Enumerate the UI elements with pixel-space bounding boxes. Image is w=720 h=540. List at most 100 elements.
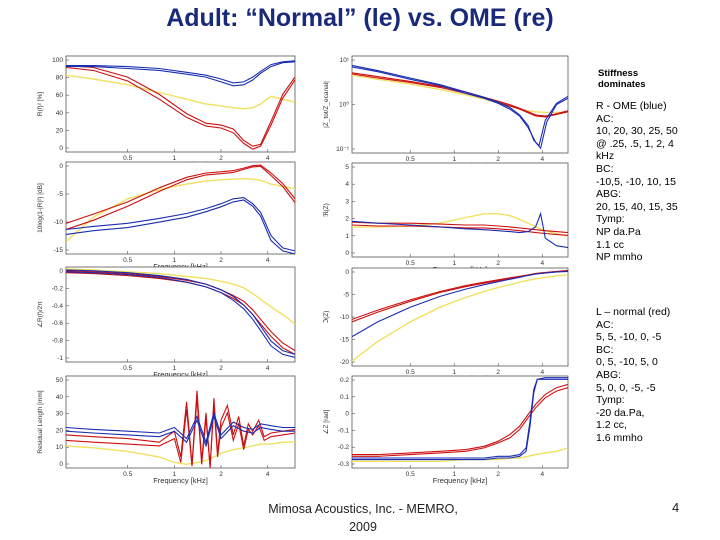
x-tick-label: 2	[219, 257, 223, 264]
series-line-red	[66, 164, 295, 224]
x-tick-label: 0.5	[406, 369, 415, 376]
x-tick-label: 2	[219, 155, 223, 162]
y-tick-label: -15	[54, 247, 64, 254]
x-tick-label: 4	[540, 369, 544, 376]
plot-frame	[351, 162, 569, 258]
note-line: 1.6 mmho	[596, 431, 643, 444]
x-tick-label: 1	[452, 471, 456, 478]
y-tick-label: 10⁻¹	[336, 146, 350, 153]
x-tick-label: 2	[219, 471, 223, 478]
x-tick-label: 2	[496, 369, 500, 376]
y-tick-label: 0	[345, 250, 349, 257]
x-tick-label: 1	[452, 369, 456, 376]
x-tick-label: 2	[496, 260, 500, 267]
normal-notes: L – normal (red) AC: 5, 5, -10, 0, -5 BC: 0,…	[596, 306, 670, 445]
series-line-blue	[66, 60, 295, 84]
x-tick-label: 1	[173, 365, 177, 372]
note-line: NP mmho	[596, 251, 643, 264]
series-line-red	[66, 272, 295, 355]
series-line-red	[66, 65, 295, 147]
x-tick-label: 2	[496, 471, 500, 478]
y-tick-label: -5	[343, 292, 349, 299]
y-tick-label: 40	[56, 394, 64, 401]
page-number: 4	[672, 500, 680, 515]
y-axis-label: ℑ(Z)	[322, 311, 330, 324]
y-axis-label: ∠Z [rad]	[322, 410, 330, 435]
x-axis-label: Frequency [kHz]	[153, 262, 208, 271]
note-line: L – normal (red)	[596, 306, 671, 318]
y-tick-label: 30	[56, 411, 64, 418]
y-tick-label: 3	[345, 198, 349, 205]
y-tick-label: 60	[56, 92, 64, 99]
plot-frame	[351, 375, 569, 469]
stiffness-annotation: Stiffness dominates	[598, 68, 646, 90]
series-line-blue	[352, 64, 568, 147]
series-line-blue	[66, 410, 295, 445]
series-line-yellow	[66, 177, 295, 243]
plot-frame	[351, 267, 569, 367]
note-line: ABG:	[596, 188, 622, 201]
x-tick-label: 0.5	[123, 471, 132, 478]
x-axis-label: Frequency [kHz]	[153, 370, 208, 379]
note-line: kHz	[596, 150, 615, 163]
y-tick-label: 10	[56, 444, 64, 451]
y-axis-label: R(f)² [%]	[37, 92, 44, 116]
plot-frame	[351, 55, 569, 154]
y-tick-label: 10¹	[340, 57, 350, 64]
series-line-blue	[66, 199, 295, 254]
y-tick-label: 20	[56, 427, 64, 434]
x-tick-label: 0.5	[406, 260, 415, 267]
y-axis-label: ∠R(f)/2π	[36, 301, 44, 328]
series-line-blue	[66, 61, 295, 87]
note-line: -10,5, -10, 10, 15	[596, 175, 676, 188]
y-tick-label: 5	[345, 164, 349, 171]
y-tick-label: 1	[345, 233, 349, 240]
x-axis-label: Frequency [kHz]	[433, 476, 488, 485]
y-tick-label: 10⁰	[339, 101, 349, 109]
y-tick-label: 80	[56, 75, 64, 82]
y-tick-label: -0.6	[52, 320, 64, 327]
note-line: Tymp:	[596, 394, 625, 407]
series-line-red	[66, 66, 295, 150]
note-line: 1.1 cc	[596, 238, 625, 251]
note-line: BC:	[596, 162, 614, 175]
x-tick-label: 1	[452, 156, 456, 163]
y-tick-label: 0	[345, 411, 349, 418]
footer-credit: Mimosa Acoustics, Inc. - MEMRO, 2009	[268, 502, 458, 534]
series-line-blue	[352, 211, 568, 249]
note-line: 0, 5, -10, 5, 0	[596, 356, 658, 369]
chart-left-3: 0.5 1 2 4 0 -0.2 -0.4 -0.6 -0.8 -1 Frequency [kHz]…	[36, 266, 296, 379]
series-line-blue	[352, 270, 568, 338]
y-axis-label: 10log(1-|R|²) [dB]	[37, 183, 44, 233]
series-line-yellow	[66, 74, 295, 110]
chart-left-2: 0.5 1 2 4 0 -5 -10 -15 Frequency [kHz] 10log(1-|R…	[37, 161, 296, 271]
series-line-yellow	[66, 268, 295, 325]
series-line-red	[66, 398, 295, 467]
y-tick-label: -0.2	[338, 444, 350, 451]
note-line: NP da.Pa	[596, 225, 641, 238]
series-line-red	[352, 383, 568, 456]
x-tick-label: 4	[266, 257, 270, 264]
x-tick-label: 4	[540, 260, 544, 267]
note-line: -20 da.Pa,	[596, 406, 645, 419]
x-tick-label: 0.5	[123, 257, 132, 264]
note-line: R - OME (blue)	[596, 100, 667, 112]
y-axis-label: ℜ(Z)	[322, 203, 330, 217]
note-line: 5, 5, -10, 0, -5	[596, 331, 662, 344]
x-tick-label: 1	[452, 260, 456, 267]
slide-title: Adult: “Normal” (le) vs. OME (re)	[166, 4, 554, 32]
y-tick-label: 2	[345, 216, 349, 223]
chart-left-4: 0.5 1 2 4 50 40 30 20 10 0 Frequency [kHz] Residual…	[37, 375, 296, 485]
y-tick-label: -0.8	[52, 338, 64, 345]
x-tick-label: 1	[173, 471, 177, 478]
series-line-red	[352, 387, 568, 457]
y-tick-label: 40	[56, 110, 64, 117]
y-tick-label: 0	[59, 163, 63, 170]
x-tick-label: 4	[540, 471, 544, 478]
y-tick-label: -10	[54, 219, 64, 226]
y-tick-label: 50	[56, 377, 64, 384]
y-tick-label: -1	[57, 355, 63, 362]
y-tick-label: -0.1	[338, 427, 350, 434]
